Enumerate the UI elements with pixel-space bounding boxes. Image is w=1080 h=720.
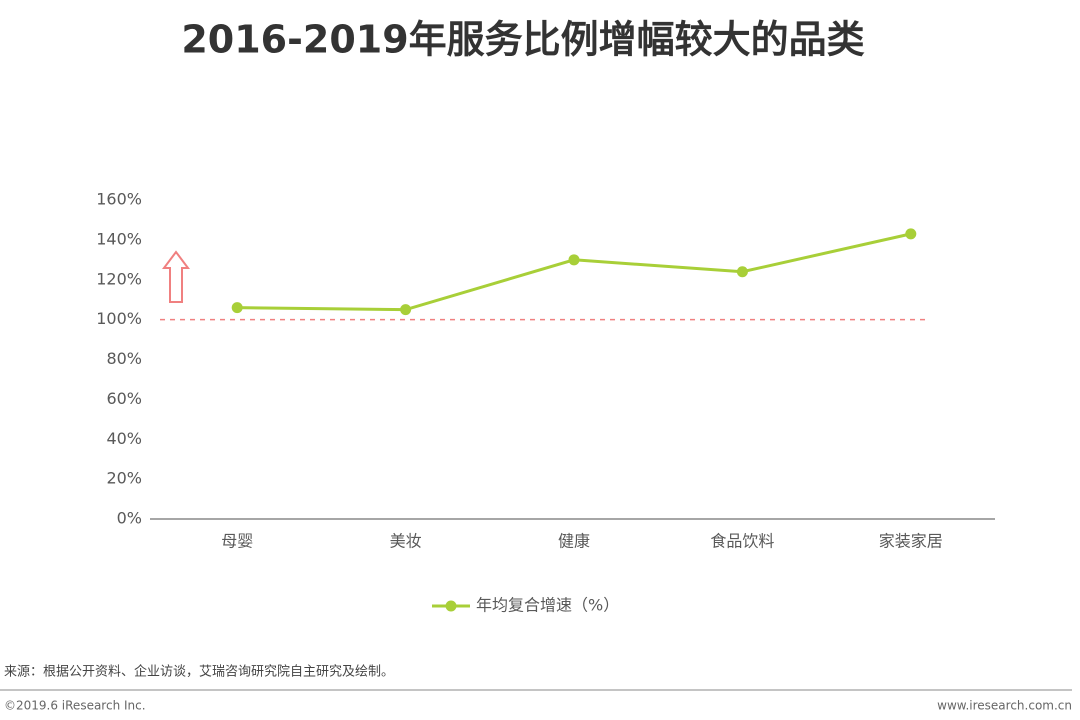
legend-marker xyxy=(445,600,457,612)
x-tick-label: 美妆 xyxy=(390,532,422,551)
url: www.iresearch.com.cn xyxy=(937,699,1072,713)
source-note: 来源：根据公开资料、企业访谈，艾瑞咨询研究院自主研究及绘制。 xyxy=(4,664,394,680)
data-point xyxy=(568,254,580,266)
copyright: ©2019.6 iResearch Inc. xyxy=(4,699,146,713)
y-tick-label: 20% xyxy=(106,469,142,488)
x-tick-label: 健康 xyxy=(558,532,590,551)
x-tick-label: 母婴 xyxy=(221,532,253,551)
x-tick-label: 食品饮料 xyxy=(710,532,774,551)
data-point xyxy=(231,302,243,314)
data-point xyxy=(400,304,412,316)
y-tick-label: 100% xyxy=(96,309,142,328)
legend-label: 年均复合增速（%） xyxy=(476,596,619,615)
y-tick-label: 140% xyxy=(96,229,142,248)
up-arrow xyxy=(162,250,190,303)
x-tick-label: 家装家居 xyxy=(879,532,943,551)
data-point xyxy=(736,266,748,278)
y-tick-label: 120% xyxy=(96,269,142,288)
chart-title: 2016-2019年服务比例增幅较大的品类 xyxy=(181,18,864,62)
y-tick-label: 40% xyxy=(106,429,142,448)
series-line xyxy=(237,232,912,312)
y-tick-label: 0% xyxy=(117,509,142,528)
y-tick-label: 80% xyxy=(106,349,142,368)
data-point xyxy=(905,228,917,240)
y-tick-label: 160% xyxy=(96,190,142,209)
y-tick-label: 60% xyxy=(106,389,142,408)
